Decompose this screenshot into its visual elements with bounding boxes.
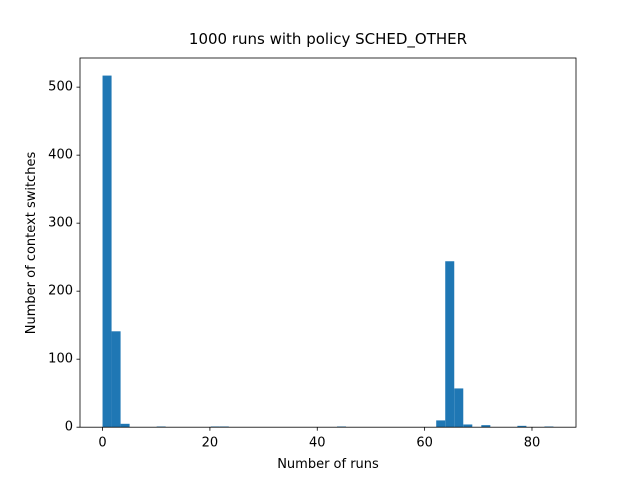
bar bbox=[481, 425, 491, 428]
x-tick-label: 40 bbox=[309, 436, 326, 451]
bar bbox=[445, 261, 455, 428]
x-tick-label: 20 bbox=[202, 436, 219, 451]
axes-frame bbox=[79, 57, 577, 428]
bar bbox=[111, 331, 121, 428]
bar bbox=[517, 425, 527, 428]
bar bbox=[454, 388, 464, 428]
chart-title: 1000 runs with policy SCHED_OTHER bbox=[189, 30, 467, 49]
x-tick-label: 0 bbox=[98, 436, 106, 451]
y-axis-label: Number of context switches bbox=[24, 152, 39, 335]
plot-area bbox=[102, 75, 554, 428]
y-tick-label: 500 bbox=[48, 80, 73, 95]
x-tick-label: 80 bbox=[524, 436, 541, 451]
bar bbox=[102, 75, 112, 428]
bar bbox=[436, 420, 446, 428]
y-tick-label: 0 bbox=[65, 420, 73, 435]
y-tick-label: 200 bbox=[48, 284, 73, 299]
y-tick-label: 100 bbox=[48, 352, 73, 367]
x-tick-label: 60 bbox=[416, 436, 433, 451]
y-tick-label: 300 bbox=[48, 216, 73, 231]
x-axis-label: Number of runs bbox=[277, 457, 379, 472]
y-tick-label: 400 bbox=[48, 148, 73, 163]
bar bbox=[463, 424, 473, 428]
bar bbox=[120, 423, 130, 428]
